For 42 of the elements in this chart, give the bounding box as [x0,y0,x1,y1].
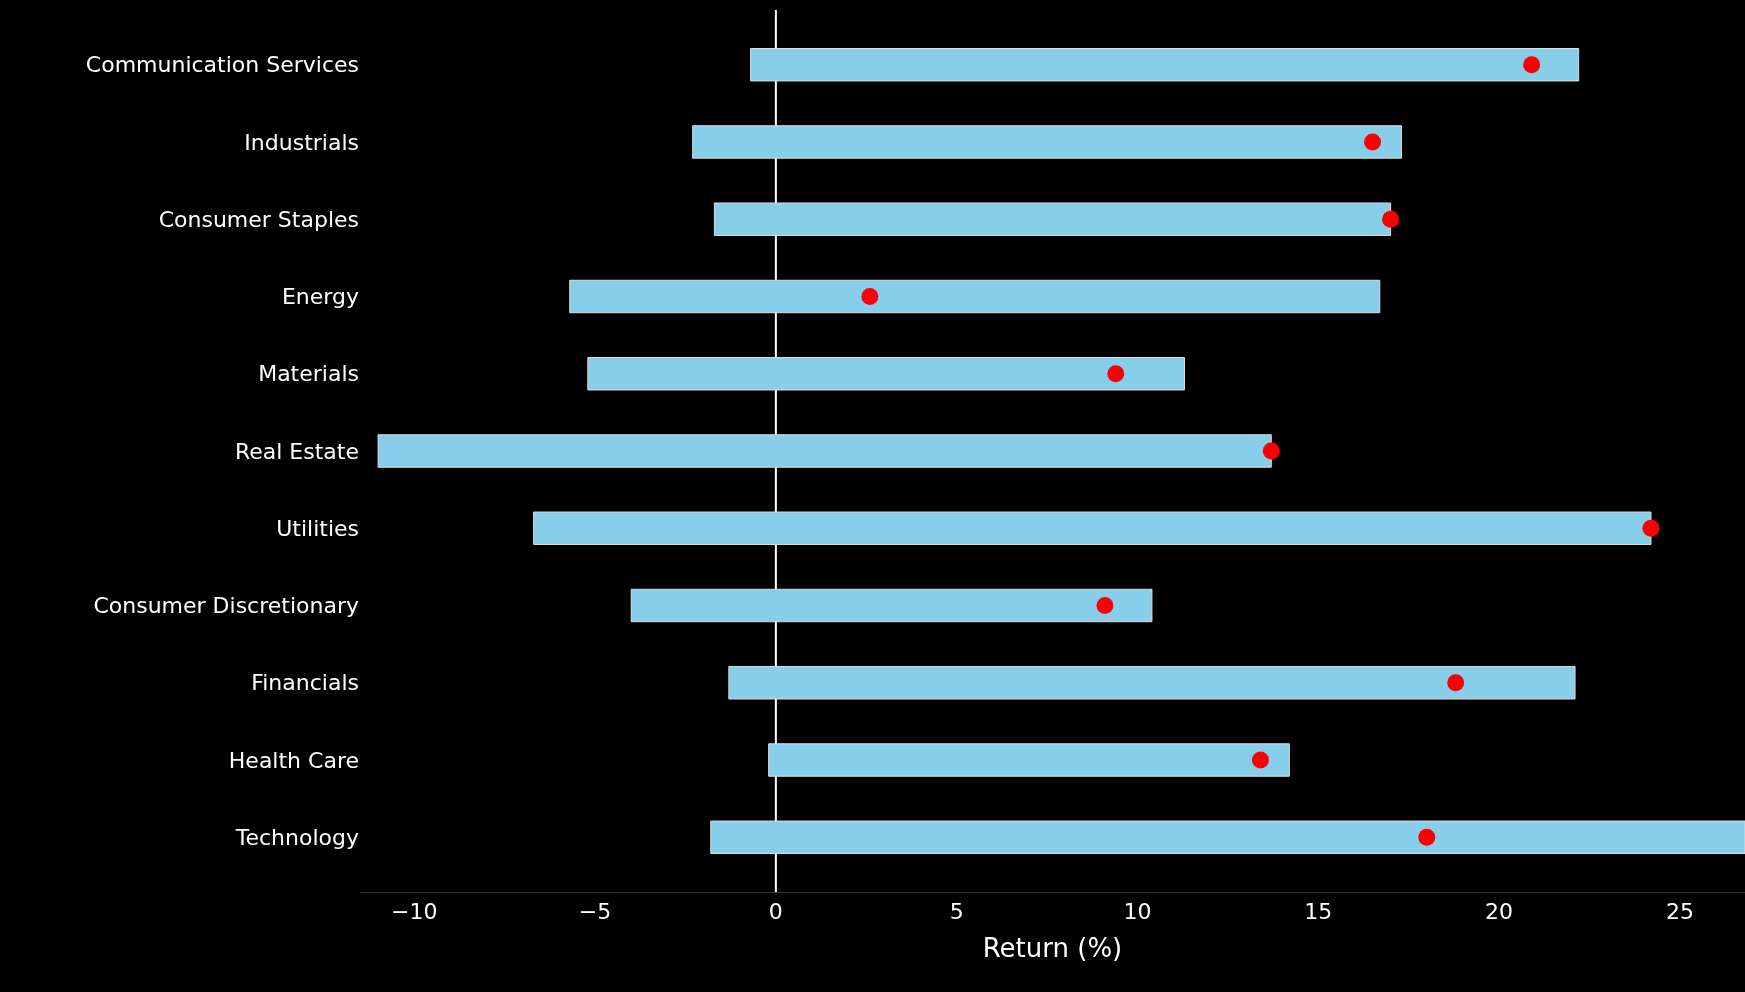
y-tick-label: Financials [251,670,359,696]
point [1096,597,1114,614]
bar [533,511,1652,545]
y-tick-label: Industrials [244,129,359,155]
bar [569,279,1381,314]
bar [710,820,1745,854]
bar [630,588,1153,623]
point [1251,751,1269,769]
x-tick-label: 0 [768,899,783,925]
point [1523,56,1541,74]
x-tick-label: −5 [578,899,612,925]
x-tick-label: 15 [1304,899,1333,925]
y-tick-label: Technology [234,824,359,850]
y-tick-label: Consumer Staples [158,206,359,232]
y-tick-label: Communication Services [85,52,359,78]
x-tick-label: −10 [391,899,438,925]
point [1418,828,1436,846]
point [1262,442,1280,460]
y-tick-label: Real Estate [234,438,359,464]
bar [768,743,1290,777]
bar [692,125,1402,159]
point [1447,674,1465,692]
y-tick-label: Utilities [276,515,359,541]
x-tick-label: 10 [1123,899,1152,925]
y-tick-label: Materials [258,361,359,387]
bar [587,357,1185,391]
bar [750,48,1580,82]
bar [728,666,1576,700]
y-tick-label: Consumer Discretionary [93,593,359,619]
x-tick-label: 25 [1665,899,1694,925]
x-tick-label: 20 [1485,899,1514,925]
bar [713,202,1392,236]
x-axis-title: Return (%) [982,933,1123,964]
point [1107,365,1125,383]
point [1382,210,1400,228]
x-tick-label: 5 [949,899,964,925]
point [861,287,879,305]
bar [377,434,1272,468]
y-tick-label: Energy [281,284,359,310]
point [1364,133,1382,151]
y-tick-label: Health Care [228,747,359,773]
point [1642,519,1660,537]
